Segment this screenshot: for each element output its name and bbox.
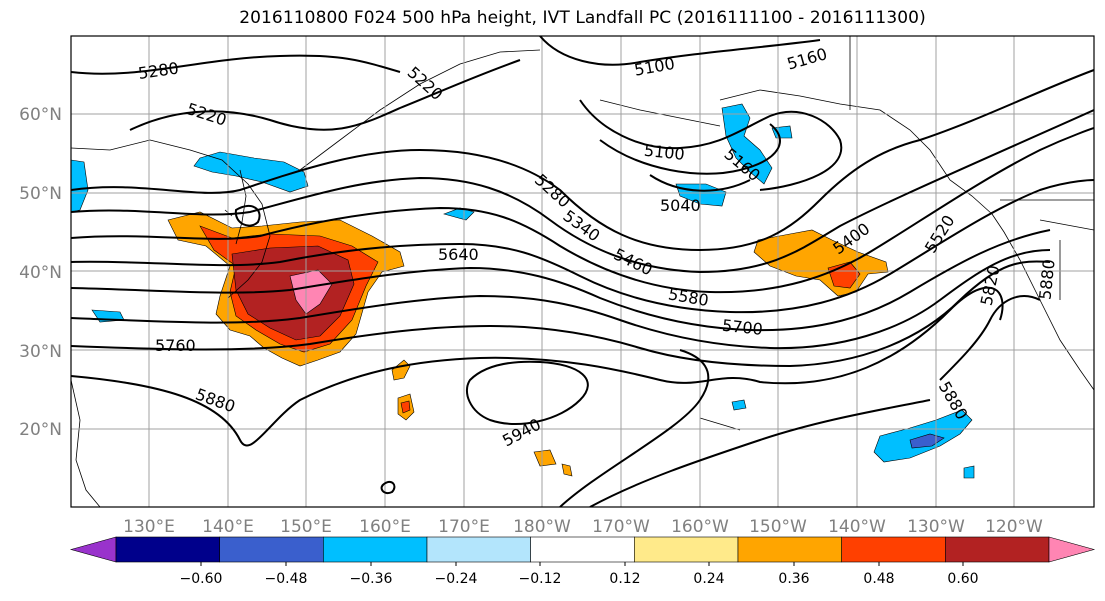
colorbar-tick-label: 0.24 xyxy=(693,571,724,587)
lon-label: 140°E xyxy=(202,517,254,537)
graticule xyxy=(71,36,1094,507)
plot-frame xyxy=(70,35,1095,508)
contour-label: 5880 xyxy=(1035,258,1058,300)
lat-label: 50°N xyxy=(19,184,62,204)
colorbar-cell xyxy=(530,536,635,563)
colorbar-cell xyxy=(115,536,220,563)
map-title: 2016110800 F024 500 hPa height, IVT Land… xyxy=(239,8,926,28)
colorbar-cell xyxy=(219,536,324,563)
contour-label: 5040 xyxy=(660,196,701,215)
colorbar-tick-label: −0.48 xyxy=(265,571,308,587)
latitude-labels: 60°N 50°N 40°N 30°N 20°N xyxy=(19,105,62,440)
colorbar-tick-label: −0.36 xyxy=(350,571,393,587)
lat-label: 60°N xyxy=(19,105,62,125)
lon-label: 120°W xyxy=(985,517,1043,537)
longitude-labels: 130°E 140°E 150°E 160°E 170°E 180°W 170°… xyxy=(123,517,1043,537)
lon-label: 150°W xyxy=(749,517,807,537)
contour-label: 5700 xyxy=(721,316,763,339)
colorbar-cell xyxy=(737,536,842,563)
lon-label: 160°E xyxy=(359,517,411,537)
colorbar-tick-label: 0.36 xyxy=(778,571,809,587)
contour-label: 5220 xyxy=(184,99,229,130)
colorbar: −0.60 −0.48 −0.36 −0.24 −0.12 0.12 0.24 … xyxy=(69,536,1096,587)
lat-label: 30°N xyxy=(19,342,62,362)
colorbar-tick-label: −0.60 xyxy=(180,571,223,587)
colorbar-tick-label: −0.24 xyxy=(435,571,478,587)
colorbar-tick-label: 0.12 xyxy=(609,571,640,587)
lon-label: 170°E xyxy=(438,517,490,537)
lon-label: 170°W xyxy=(592,517,650,537)
colorbar-cell xyxy=(841,536,946,563)
contour-label: 5820 xyxy=(977,264,1004,308)
lon-label: 140°W xyxy=(828,517,886,537)
lon-label: 130°W xyxy=(907,517,965,537)
contour-label: 5760 xyxy=(155,336,196,355)
colorbar-cell xyxy=(426,536,531,563)
contour-label: 5640 xyxy=(438,245,479,264)
lat-label: 40°N xyxy=(19,263,62,283)
contour-label: 5100 xyxy=(643,141,685,164)
colorbar-cell xyxy=(945,536,1050,563)
contour-label: 5100 xyxy=(633,54,676,80)
contour-label: 5940 xyxy=(499,415,544,451)
height-contours xyxy=(71,36,1094,507)
lon-label: 150°E xyxy=(280,517,332,537)
contour-label: 5520 xyxy=(921,212,959,257)
lon-label: 130°E xyxy=(123,517,175,537)
lat-label: 20°N xyxy=(19,420,62,440)
colorbar-extend-high xyxy=(1048,536,1096,563)
colorbar-cell xyxy=(634,536,739,563)
colorbar-cell xyxy=(323,536,428,563)
colorbar-extend-low xyxy=(69,536,117,563)
lon-label: 180°W xyxy=(513,517,571,537)
colorbar-tick-label: 0.60 xyxy=(947,571,978,587)
colorbar-ticks: −0.60 −0.48 −0.36 −0.24 −0.12 0.12 0.24 … xyxy=(180,562,979,587)
contour-label: 5880 xyxy=(935,378,972,423)
colorbar-tick-label: 0.48 xyxy=(863,571,894,587)
contour-label: 5280 xyxy=(531,170,574,211)
colorbar-tick-label: −0.12 xyxy=(519,571,562,587)
contour-label: 5280 xyxy=(137,58,180,82)
contour-label: 5160 xyxy=(785,44,829,73)
lon-label: 160°W xyxy=(671,517,729,537)
